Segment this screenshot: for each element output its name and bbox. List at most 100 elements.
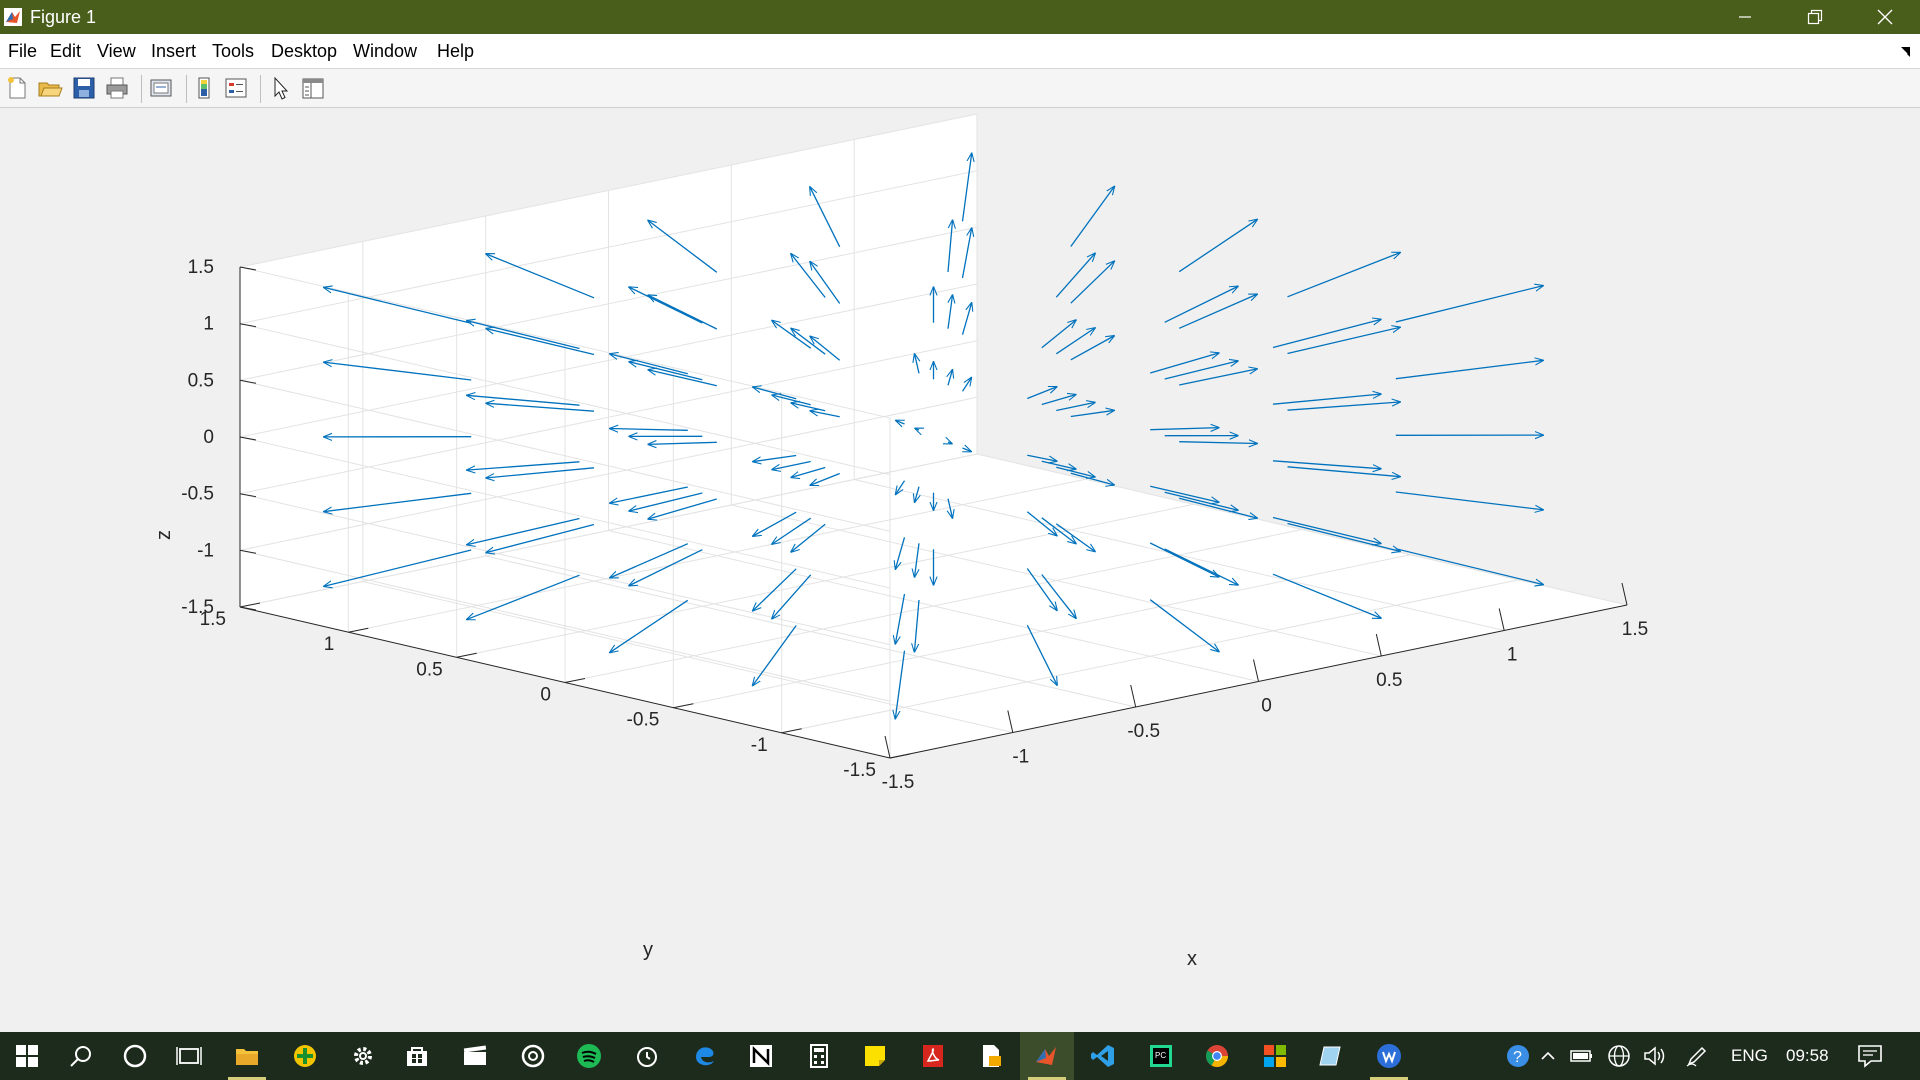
grid-line (239, 113, 978, 268)
vector-arrow (1027, 385, 1057, 400)
vector-arrow (810, 336, 841, 361)
grid-line (239, 170, 978, 325)
restore-button[interactable] (1780, 0, 1850, 34)
notifications-icon[interactable] (1857, 1044, 1883, 1068)
close-icon (1877, 9, 1893, 25)
menu-help[interactable]: Help (437, 41, 475, 61)
insert-colorbar-icon[interactable] (191, 75, 217, 101)
menu-desktop[interactable]: Desktop (271, 41, 338, 61)
menu-tools[interactable]: Tools (212, 41, 255, 61)
vector-arrow (609, 429, 688, 431)
taskbar-alarms[interactable] (620, 1032, 674, 1080)
taskbar-pycharm[interactable]: PC (1134, 1032, 1188, 1080)
quiver3-plot[interactable]: -1.5-1-0.500.511.5-1.5-1-0.500.511.5-1.5… (0, 108, 1920, 1033)
start-button[interactable] (0, 1032, 54, 1080)
vector-arrow (1070, 336, 1115, 361)
vector-arrow (1164, 548, 1239, 585)
taskbar-task-view[interactable] (162, 1032, 216, 1080)
menu-file[interactable]: File (8, 41, 38, 61)
taskbar-app-n[interactable] (734, 1032, 788, 1080)
taskbar-app-blue[interactable] (1362, 1032, 1416, 1080)
vector-arrow (1055, 523, 1095, 552)
minimize-button[interactable] (1710, 0, 1780, 34)
clock[interactable]: 09:58 (1786, 1046, 1829, 1065)
taskbar-spotify[interactable] (562, 1032, 616, 1080)
taskbar-chrome[interactable] (1190, 1032, 1244, 1080)
vector-arrow (810, 411, 840, 418)
vector-arrow (791, 466, 826, 478)
pen-ink-icon[interactable] (1686, 1045, 1708, 1067)
svg-text:PC: PC (1155, 1051, 1166, 1060)
grid-line (239, 453, 978, 608)
vector-arrow (1041, 320, 1077, 349)
vector-arrow (791, 253, 826, 298)
network-globe-icon[interactable] (1607, 1044, 1631, 1068)
grid-line (239, 266, 891, 419)
taskbar-file-explorer[interactable] (220, 1032, 274, 1080)
property-inspector-icon[interactable] (300, 75, 326, 101)
vector-arrow (961, 153, 972, 222)
vector-arrow (1178, 293, 1258, 329)
settings-icon (354, 1047, 372, 1065)
vector-arrow (1272, 394, 1382, 405)
edit-plot-icon[interactable] (268, 75, 294, 101)
vector-arrow (752, 387, 797, 400)
taskbar-search[interactable] (54, 1032, 108, 1080)
taskbar-sketch-app[interactable] (1304, 1032, 1358, 1080)
taskbar-calculator[interactable] (792, 1032, 846, 1080)
open-file-icon[interactable] (37, 75, 63, 101)
alarms-icon (637, 1047, 657, 1067)
taskbar-store[interactable] (390, 1032, 444, 1080)
taskbar-document-app[interactable] (964, 1032, 1018, 1080)
menu-view[interactable]: View (97, 41, 136, 61)
language-indicator[interactable]: ENG (1731, 1046, 1768, 1065)
insert-legend-icon[interactable] (223, 75, 249, 101)
taskbar-video-editor[interactable] (448, 1032, 502, 1080)
search-icon (70, 1046, 91, 1067)
vector-arrow (466, 395, 580, 406)
y-axis-label: y (643, 939, 653, 961)
taskbar-matlab[interactable] (1020, 1032, 1074, 1080)
menu-window[interactable]: Window (353, 41, 418, 61)
vector-arrow (1026, 568, 1057, 611)
dock-arrow-icon[interactable] (1898, 44, 1912, 58)
z-tick-label: 0 (203, 427, 214, 448)
link-plot-icon[interactable] (148, 75, 174, 101)
taskbar-app-green[interactable] (278, 1032, 332, 1080)
chevron-up-icon[interactable] (1540, 1048, 1556, 1064)
vector-arrow (466, 517, 580, 545)
vector-arrow (948, 498, 953, 519)
vector-arrow (628, 549, 703, 586)
task-view-icon (176, 1047, 202, 1065)
volume-icon[interactable] (1643, 1045, 1667, 1067)
x-tick-mark (1130, 684, 1137, 708)
taskbar-vscode[interactable] (1076, 1032, 1130, 1080)
taskbar-groove[interactable] (506, 1032, 560, 1080)
help-icon[interactable]: ? (1506, 1044, 1530, 1068)
vector-arrow (1041, 574, 1077, 619)
restore-icon (1807, 9, 1823, 25)
print-icon[interactable] (104, 75, 130, 101)
grid-line (348, 478, 1086, 633)
vector-arrow (961, 377, 972, 392)
taskbar-cortana[interactable] (108, 1032, 162, 1080)
close-button[interactable] (1850, 0, 1920, 34)
menu-edit[interactable]: Edit (50, 41, 82, 61)
taskbar-acrobat[interactable] (906, 1032, 960, 1080)
vector-arrow (1395, 548, 1544, 585)
vector-arrow (752, 625, 797, 687)
vector-arrow (1026, 511, 1057, 536)
x-tick-mark (1498, 608, 1505, 631)
vector-arrow (1150, 485, 1219, 502)
minimize-icon (1739, 16, 1751, 18)
taskbar-settings[interactable] (336, 1032, 390, 1080)
taskbar-office[interactable] (1248, 1032, 1302, 1080)
battery-icon[interactable] (1570, 1047, 1594, 1065)
taskbar-edge[interactable] (678, 1032, 732, 1080)
file-explorer-icon (236, 1049, 258, 1065)
menu-insert[interactable]: Insert (151, 41, 197, 61)
new-figure-icon[interactable] (4, 75, 30, 101)
save-icon[interactable] (71, 75, 97, 101)
taskbar-sticky-notes[interactable] (848, 1032, 902, 1080)
y-tick-label: 1.5 (200, 609, 226, 630)
